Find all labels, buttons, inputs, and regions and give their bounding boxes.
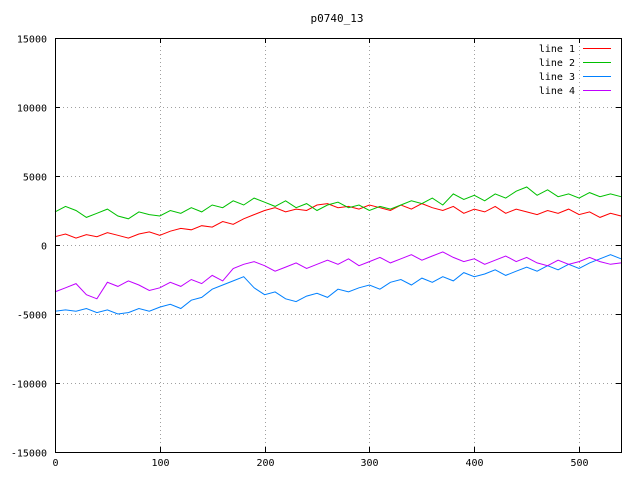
series-line-3	[54, 254, 622, 315]
axis-ticks: 0 100 200 300 400 500 -15000 -10000 -5000 0 5000 10…	[11, 35, 621, 469]
y-tick-label: -10000	[11, 380, 47, 391]
y-tick-label: 5000	[23, 173, 47, 184]
chart-title: p0740_13	[311, 12, 364, 25]
legend: line 1 line 2 line 3 line 4	[539, 44, 611, 97]
plot-frame	[55, 38, 622, 453]
grid-lines	[55, 38, 621, 452]
series-line-1	[54, 203, 622, 239]
x-tick-label: 200	[256, 458, 274, 469]
x-tick-label: 100	[151, 458, 169, 469]
y-tick-label: -15000	[11, 449, 47, 460]
x-tick-label: 0	[52, 458, 58, 469]
y-tick-label: 10000	[17, 104, 47, 115]
legend-label: line 1	[539, 44, 575, 55]
x-tick-label: 500	[570, 458, 588, 469]
legend-label: line 4	[539, 86, 575, 97]
y-tick-label: 15000	[17, 35, 47, 46]
x-tick-label: 400	[465, 458, 483, 469]
y-tick-label: -5000	[17, 311, 47, 322]
x-tick-label: 300	[360, 458, 378, 469]
series-line-2	[54, 186, 622, 220]
y-tick-label: 0	[41, 242, 47, 253]
series-line-4	[54, 251, 622, 300]
legend-label: line 3	[539, 72, 575, 83]
legend-label: line 2	[539, 58, 575, 69]
series-layer	[54, 186, 622, 315]
